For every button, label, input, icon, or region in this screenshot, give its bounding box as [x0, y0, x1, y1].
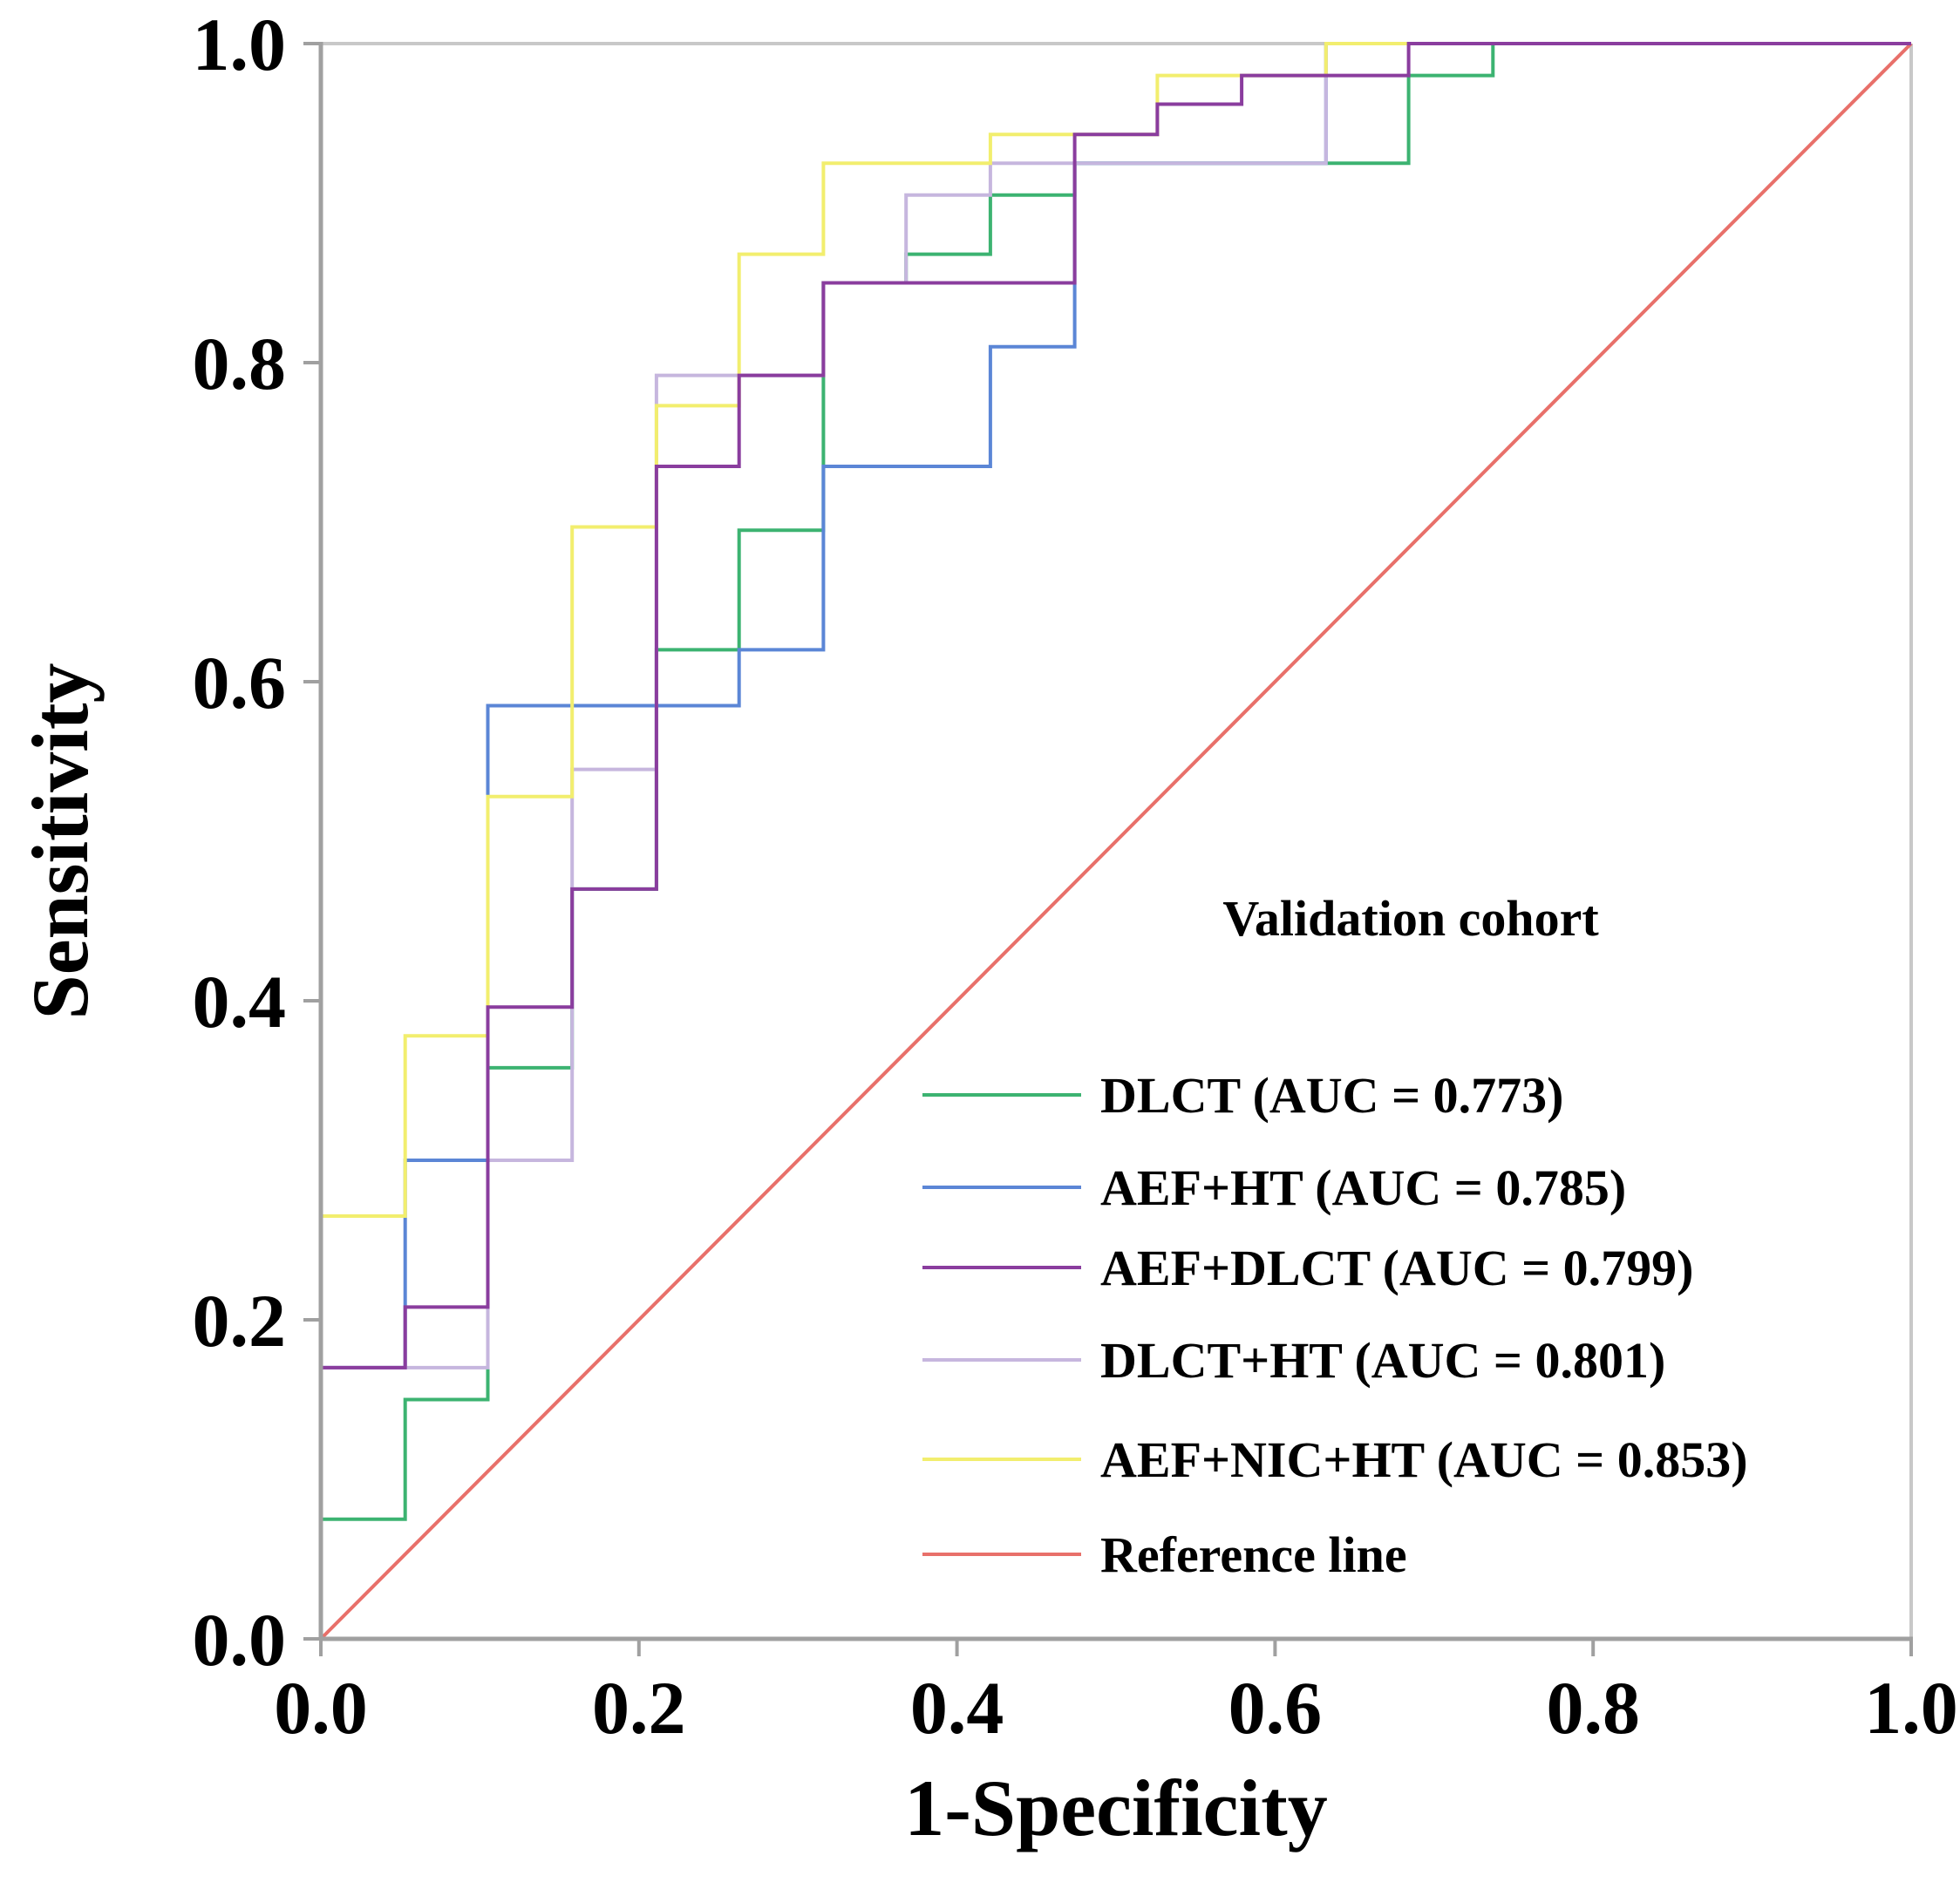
- series-line-2: [321, 42, 1911, 1369]
- legend-label-2: AEF+DLCT (AUC = 0.799): [1100, 1240, 1693, 1296]
- legend-label-1: AEF+HT (AUC = 0.785): [1100, 1159, 1626, 1216]
- legend-label-4: AEF+NIC+HT (AUC = 0.853): [1100, 1431, 1748, 1488]
- legend: Validation cohort DLCT (AUC = 0.773) AEF+H…: [922, 890, 1748, 1583]
- y-tick-label: 0.0: [193, 1598, 287, 1682]
- y-tick-label: 0.2: [193, 1279, 287, 1363]
- x-tick-label: 0.6: [1228, 1666, 1323, 1750]
- x-tick-label: 0.8: [1546, 1666, 1640, 1750]
- y-tick-label: 0.8: [193, 322, 287, 405]
- axes-layer: 0.0 0.2 0.4 0.6 0.8 1.0 0.0 0.2 0.4 0.6 0.8 1.0: [193, 3, 1958, 1750]
- series-line-0: [321, 42, 1911, 1521]
- series-line-4: [321, 42, 1911, 1218]
- x-tick-label: 0.4: [910, 1666, 1004, 1750]
- legend-title: Validation cohort: [1222, 890, 1599, 947]
- y-tick-label: 0.4: [193, 960, 287, 1043]
- y-tick-label: 1.0: [193, 3, 287, 86]
- legend-label-3: DLCT+HT (AUC = 0.801): [1100, 1332, 1665, 1389]
- x-tick-label: 0.2: [592, 1666, 686, 1750]
- x-tick-label: 0.0: [274, 1666, 368, 1750]
- x-tick-label: 1.0: [1864, 1666, 1958, 1750]
- series-layer: [319, 42, 1913, 1641]
- y-tick-label: 0.6: [193, 641, 287, 724]
- series-line-5: [319, 42, 1913, 1641]
- legend-label-5: Reference line: [1100, 1526, 1407, 1583]
- x-axis-title: 1-Specificity: [904, 1764, 1327, 1852]
- y-axis-title: Sensitivity: [16, 663, 105, 1020]
- legend-label-0: DLCT (AUC = 0.773): [1100, 1067, 1563, 1124]
